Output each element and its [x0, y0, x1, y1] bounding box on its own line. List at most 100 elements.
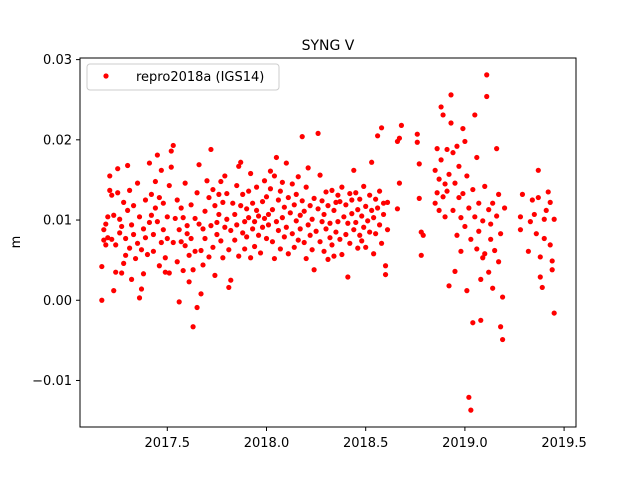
data-point: [244, 234, 250, 240]
data-point: [279, 179, 285, 185]
data-point: [547, 199, 553, 205]
data-point: [150, 231, 157, 238]
data-point: [198, 291, 204, 297]
data-point: [250, 226, 256, 232]
data-point: [464, 173, 470, 179]
y-tick-label: −0.01: [32, 374, 72, 389]
data-point: [482, 183, 488, 189]
data-point: [154, 152, 160, 158]
data-point: [214, 219, 220, 226]
data-point: [184, 223, 190, 229]
data-point: [464, 288, 470, 294]
data-point: [527, 219, 533, 225]
data-point: [432, 167, 438, 173]
data-point: [293, 218, 299, 224]
data-point: [123, 235, 129, 242]
data-point: [305, 222, 311, 228]
data-point: [218, 178, 224, 185]
data-point: [246, 188, 252, 194]
data-point: [210, 186, 216, 193]
x-axis-ticks: 2017.5 2018.0 2018.5 2019.0 2019.5: [145, 427, 587, 451]
data-point: [436, 207, 442, 214]
data-point: [168, 164, 174, 170]
data-point: [265, 222, 272, 228]
data-point: [115, 190, 121, 196]
x-tick-label: 2017.5: [145, 436, 191, 451]
data-point: [496, 259, 502, 265]
data-point: [517, 214, 524, 220]
data-point: [486, 269, 492, 275]
data-point: [353, 190, 359, 196]
data-point: [454, 143, 460, 149]
data-point: [438, 157, 444, 163]
data-point: [369, 207, 375, 214]
data-point: [117, 216, 123, 222]
data-point: [146, 219, 153, 226]
data-point: [319, 219, 325, 225]
data-point: [224, 216, 230, 222]
data-point: [228, 227, 234, 234]
data-point: [176, 299, 182, 305]
data-point: [190, 324, 196, 330]
data-point: [331, 253, 337, 259]
data-point: [230, 200, 236, 206]
data-point: [200, 262, 206, 268]
data-point: [496, 191, 502, 197]
data-point: [490, 285, 496, 291]
data-point: [255, 213, 262, 219]
data-point: [480, 218, 486, 224]
data-points: [99, 72, 557, 413]
data-point: [299, 198, 305, 204]
data-point: [478, 276, 484, 282]
data-point: [190, 267, 196, 273]
data-point: [289, 231, 295, 237]
data-point: [539, 284, 545, 291]
data-point: [384, 227, 391, 233]
data-point: [210, 244, 216, 250]
data-point: [127, 245, 133, 251]
data-point: [378, 240, 385, 246]
data-point: [474, 246, 480, 252]
data-point: [186, 252, 192, 258]
data-point: [148, 191, 155, 197]
data-point: [263, 235, 270, 242]
data-point: [224, 190, 230, 197]
data-point: [194, 190, 200, 196]
data-point: [373, 196, 379, 202]
data-point: [166, 270, 172, 276]
data-point: [204, 178, 210, 184]
data-point: [341, 214, 347, 220]
data-point: [460, 125, 466, 132]
data-point: [174, 197, 180, 203]
data-point: [327, 235, 333, 241]
data-point: [113, 269, 119, 275]
data-point: [101, 227, 107, 233]
data-point: [359, 238, 365, 244]
data-point: [343, 202, 349, 208]
data-point: [470, 320, 476, 326]
data-point: [212, 272, 218, 278]
data-point: [333, 199, 339, 205]
data-point: [156, 263, 162, 269]
data-point: [111, 288, 117, 294]
data-point: [271, 255, 278, 262]
data-point: [537, 254, 543, 260]
data-point: [345, 274, 351, 280]
data-point: [121, 199, 127, 205]
data-point: [152, 178, 158, 185]
data-point: [303, 184, 309, 190]
data-point: [492, 247, 498, 254]
data-point: [138, 247, 145, 253]
data-point: [438, 104, 444, 110]
data-point: [220, 255, 226, 261]
data-point: [267, 168, 274, 174]
data-point: [198, 247, 204, 254]
data-point: [547, 242, 553, 248]
data-point: [234, 222, 240, 228]
data-point: [450, 207, 456, 214]
data-point: [499, 336, 506, 343]
data-point: [380, 200, 387, 206]
data-point: [160, 227, 166, 233]
data-point: [551, 310, 557, 316]
